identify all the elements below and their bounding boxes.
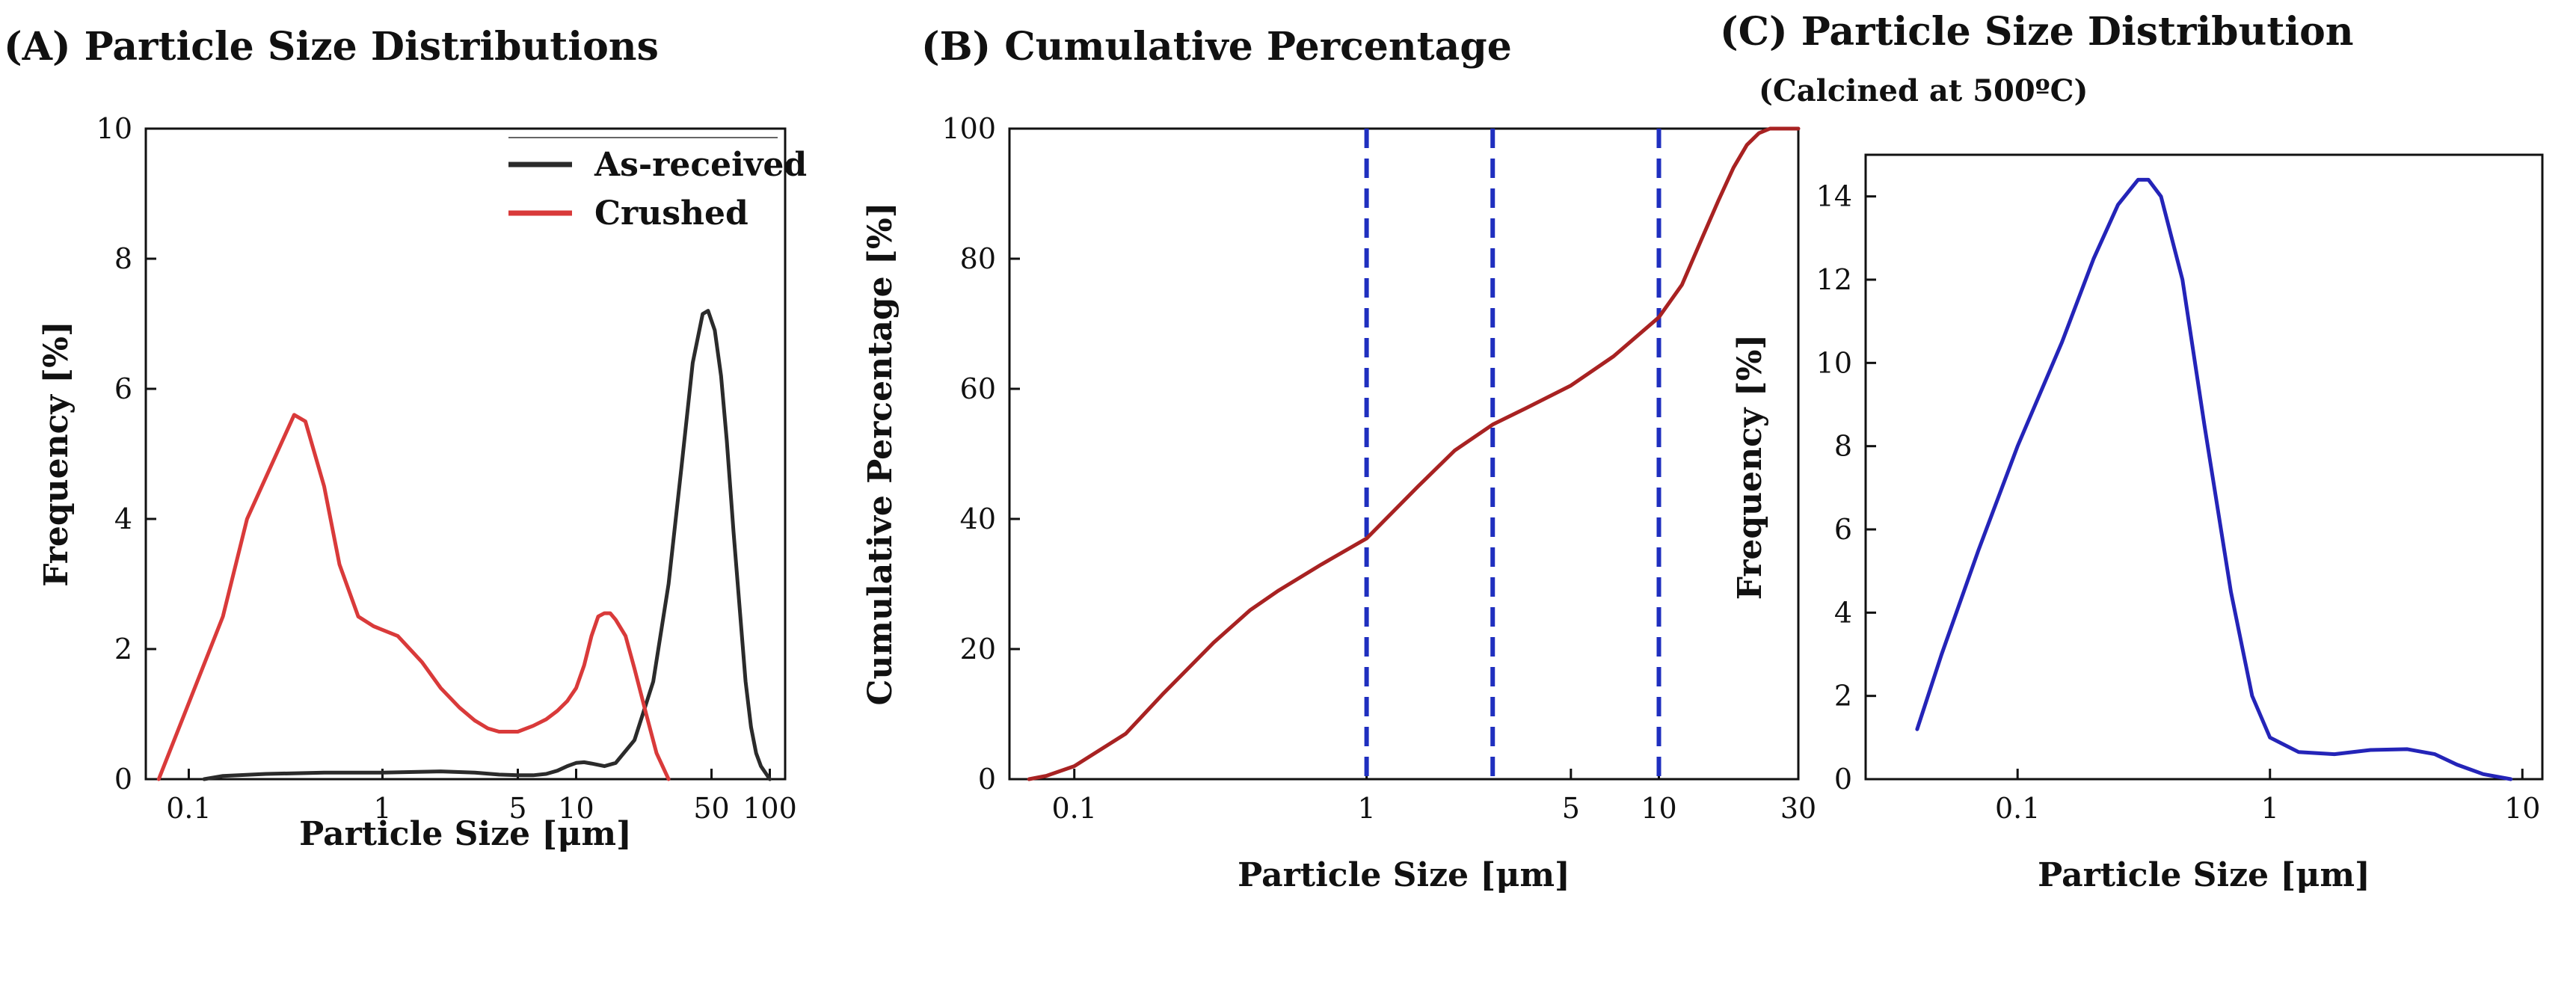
panel-c-x-tick-label: 10 — [2504, 792, 2540, 825]
panel-b-y-tick-label: 80 — [960, 242, 996, 275]
panel-a-legend-label: Crushed — [594, 194, 748, 233]
panel-c-x-tick-label: 1 — [2261, 792, 2279, 825]
panel-a-x-tick-label: 5 — [508, 792, 526, 825]
panel-b-x-tick-label: 0.1 — [1051, 792, 1096, 825]
panel-a-x-tick-label: 1 — [373, 792, 391, 825]
panel-c-y-tick-label: 10 — [1816, 346, 1852, 379]
panel-c-y-axis-label: Frequency [%] — [1731, 334, 1769, 600]
panel-b-y-tick-label: 100 — [941, 112, 996, 145]
panel-b-title: (B) Cumulative Percentage — [921, 24, 1512, 70]
panel-c: (C) Particle Size Distribution (Calcined… — [1720, 9, 2544, 894]
panel-c-subtitle: (Calcined at 500ºC) — [1759, 73, 2088, 108]
panel-b-y-tick-label: 60 — [960, 372, 996, 405]
panel-b-series-line-cumulative — [1027, 126, 1801, 781]
panel-a-y-tick-label: 10 — [96, 112, 132, 145]
panel-a-x-axis-label: Particle Size [μm] — [299, 815, 632, 853]
panel-a-legend: As-received Crushed — [508, 137, 807, 233]
panel-c-plot-frame — [1864, 153, 2544, 781]
panel-a-series-line-as-received — [202, 309, 772, 781]
panel-b-y-tick-label: 0 — [978, 763, 996, 796]
panel-a-y-axis-label: Frequency [%] — [37, 321, 76, 587]
panel-a-x-tick-label: 10 — [558, 792, 594, 825]
panel-a-x-tick-label: 50 — [693, 792, 729, 825]
panel-c-y-tick-label: 12 — [1816, 263, 1852, 296]
panel-c-y-tick-label: 0 — [1834, 763, 1852, 796]
panel-a-plot-frame — [144, 127, 787, 781]
panel-b-y-axis-label: Cumulative Percentage [%] — [861, 203, 900, 706]
panel-a-y-tick-label: 0 — [114, 763, 132, 796]
panel-a-y-tick-label: 2 — [114, 633, 132, 665]
panel-b-x-tick-label: 1 — [1358, 792, 1376, 825]
panel-a-x-tick-label: 0.1 — [166, 792, 211, 825]
panel-a-x-tick-label: 100 — [743, 792, 797, 825]
panel-c-y-tick-label: 8 — [1834, 430, 1852, 463]
panel-c-y-tick-label: 2 — [1834, 680, 1852, 713]
panel-c-x-axis-label: Particle Size [μm] — [2038, 856, 2370, 894]
panel-c-y-tick-label: 4 — [1834, 596, 1852, 629]
panel-b-plot-frame — [1008, 127, 1800, 781]
panel-c-y-tick-label: 6 — [1834, 513, 1852, 546]
panel-b-x-tick-label: 10 — [1641, 792, 1676, 825]
panel-a-legend-label: As-received — [594, 146, 807, 184]
panel-b-x-axis-label: Particle Size [μm] — [1238, 856, 1570, 894]
panel-a-y-tick-label: 8 — [114, 242, 132, 275]
panel-c-x-tick-label: 0.1 — [1995, 792, 2040, 825]
panel-b-y-tick-label: 20 — [960, 633, 996, 665]
panel-c-title: (C) Particle Size Distribution — [1720, 9, 2354, 55]
panel-a-series-line-crushed — [156, 413, 671, 781]
panel-a-y-tick-label: 4 — [114, 502, 132, 535]
panel-a-y-tick-label: 6 — [114, 372, 132, 405]
panel-b: (B) Cumulative Percentage 0.1 1 5 10 30 0 20 40… — [861, 24, 1816, 894]
panel-b-y-tick-label: 40 — [960, 502, 996, 535]
panel-a: (A) Particle Size Distributions 0.1 1 5 10 5… — [4, 24, 807, 853]
panel-c-series-line-calcined — [1915, 177, 2513, 781]
panel-a-title: (A) Particle Size Distributions — [4, 24, 659, 70]
panel-c-y-tick-label: 14 — [1816, 180, 1852, 213]
panel-b-x-tick-label: 5 — [1562, 792, 1580, 825]
panel-b-x-tick-label: 30 — [1780, 792, 1816, 825]
